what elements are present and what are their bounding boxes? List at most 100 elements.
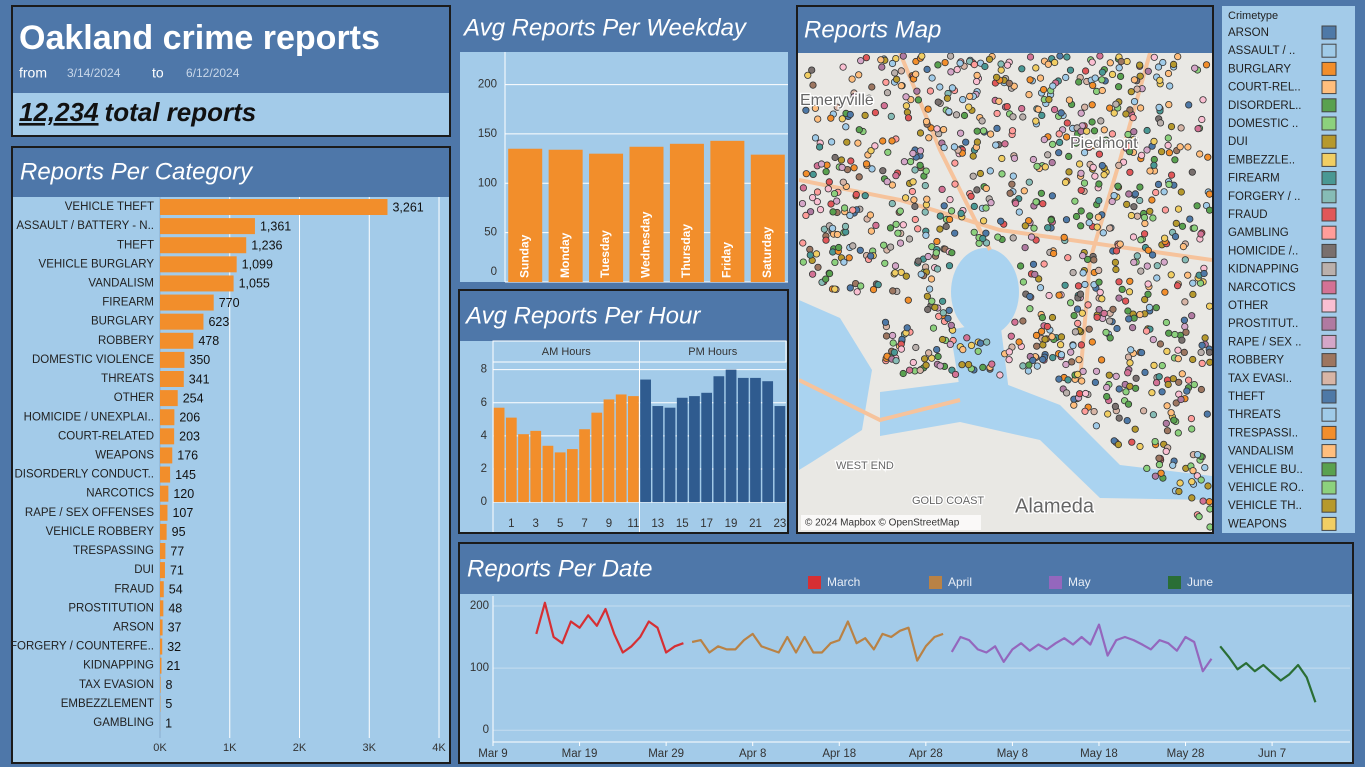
map-dot: [1057, 333, 1066, 341]
map-dot: [1187, 414, 1196, 423]
map-dot: [1195, 513, 1203, 521]
category-label: Sunday: [517, 234, 531, 278]
map-dot: [1180, 348, 1188, 356]
legend-label: EMBEZZLE..: [1228, 154, 1295, 166]
map-dot: [1103, 392, 1111, 401]
map-dot: [973, 186, 981, 194]
bar: [160, 562, 165, 579]
map-dot: [1089, 81, 1097, 90]
map-dot: [1043, 322, 1052, 331]
map-dot: [1170, 60, 1178, 69]
map-dot: [1188, 478, 1196, 486]
map-dot: [1084, 301, 1092, 309]
map-dot: [1179, 243, 1188, 251]
from-label: from: [19, 65, 47, 81]
map-dot: [1088, 101, 1096, 109]
map-dot: [983, 338, 991, 346]
x-tick-label: 4K: [432, 742, 446, 754]
bar: [160, 351, 185, 368]
map-dot: [1048, 313, 1057, 322]
map-dot: [998, 154, 1006, 163]
map-dot: [866, 211, 875, 219]
map-dot: [936, 225, 944, 233]
map-dot: [926, 87, 935, 95]
map-dot: [1033, 162, 1041, 170]
map-dot: [1127, 346, 1135, 354]
map-dot: [1065, 168, 1073, 176]
x-tick-label: Mar 9: [478, 748, 507, 760]
map-dot: [1158, 148, 1166, 156]
map-dot: [932, 249, 940, 257]
map-dot: [1161, 288, 1169, 296]
map-dot: [827, 200, 835, 208]
legend-label: VEHICLE RO..: [1228, 482, 1304, 494]
map-dot: [1155, 103, 1163, 112]
map-dot: [1077, 222, 1085, 230]
value-label: 1,361: [260, 219, 291, 233]
legend-swatch: [1321, 116, 1337, 131]
map-dot: [912, 70, 920, 78]
map-dot: [976, 169, 985, 178]
map-dot: [1194, 125, 1202, 133]
map-dot: [998, 170, 1006, 178]
map-dot: [1070, 401, 1078, 409]
map-dot: [902, 93, 910, 101]
map-dot: [951, 180, 959, 188]
map-dot: [973, 71, 981, 80]
bar: [160, 409, 175, 426]
x-tick-label: 2K: [293, 742, 307, 754]
map-dot: [1172, 219, 1180, 227]
map-dot: [1088, 58, 1096, 66]
bar: [640, 379, 651, 503]
map-dot: [1177, 124, 1185, 132]
map-dot: [1055, 375, 1063, 383]
map-dot: [899, 53, 907, 60]
map-dot: [1143, 126, 1151, 135]
bar: [713, 376, 725, 503]
map-dot: [922, 231, 930, 239]
map-dot: [1126, 277, 1134, 285]
map-dot: [1112, 372, 1120, 380]
map-dot: [1015, 338, 1023, 346]
legend-label: DOMESTIC ..: [1228, 118, 1298, 130]
map-dot: [808, 270, 817, 278]
map-dot: [1069, 268, 1077, 277]
value-label: 1,099: [242, 258, 273, 272]
map-dot: [1092, 422, 1101, 430]
map-dot: [1106, 59, 1114, 67]
legend-label: May: [1068, 575, 1091, 589]
map-dot: [1150, 137, 1158, 145]
map-dot: [872, 221, 880, 229]
map-dot: [1130, 258, 1138, 266]
map-dot: [828, 224, 837, 232]
map-dot: [1115, 161, 1123, 169]
map-dot: [1178, 370, 1186, 378]
map-dot: [1106, 317, 1114, 325]
map-dot: [829, 208, 837, 216]
map-dot: [846, 284, 854, 292]
map-dot: [1038, 327, 1046, 335]
map-dot: [1114, 440, 1123, 449]
bar: [542, 445, 554, 503]
map-dot: [1164, 134, 1172, 142]
map-dot: [922, 118, 931, 126]
map-dot: [1019, 278, 1028, 286]
map-dot: [1189, 279, 1197, 287]
map-dot: [1085, 219, 1093, 227]
map-dot: [1200, 269, 1208, 278]
map-dot: [1098, 68, 1107, 76]
bar: [554, 452, 566, 503]
map-dot: [1122, 388, 1130, 396]
bar: [548, 149, 583, 282]
map-dot: [1137, 267, 1145, 275]
map-dot: [1181, 298, 1189, 306]
map-dot: [951, 229, 959, 237]
map-dot: [916, 147, 925, 155]
legend-swatch: [1321, 80, 1337, 95]
map-dot: [1063, 133, 1071, 141]
x-tick-label: 15: [676, 518, 689, 530]
map-dot: [1136, 196, 1144, 205]
map-dot: [1112, 265, 1120, 274]
legend-swatch: [1321, 298, 1337, 313]
map-dot: [933, 237, 941, 246]
